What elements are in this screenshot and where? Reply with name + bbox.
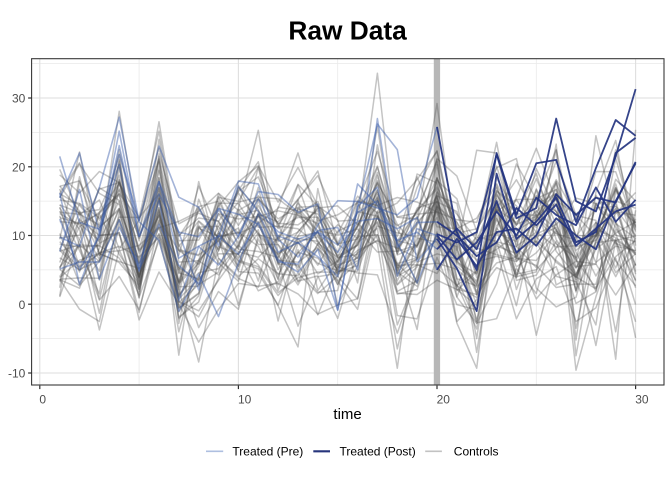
svg-text:0: 0 — [19, 298, 26, 312]
svg-text:Controls: Controls — [454, 445, 499, 459]
svg-text:Treated (Post): Treated (Post) — [340, 445, 416, 459]
svg-text:Raw Data: Raw Data — [288, 15, 407, 45]
svg-text:0: 0 — [39, 393, 46, 407]
svg-text:Treated (Pre): Treated (Pre) — [232, 445, 303, 459]
svg-text:-10: -10 — [8, 367, 26, 381]
svg-text:10: 10 — [238, 393, 252, 407]
svg-text:time: time — [333, 406, 361, 423]
svg-text:20: 20 — [12, 160, 26, 174]
svg-text:30: 30 — [12, 92, 26, 106]
svg-text:10: 10 — [12, 229, 26, 243]
svg-text:30: 30 — [635, 393, 649, 407]
svg-text:20: 20 — [437, 393, 451, 407]
